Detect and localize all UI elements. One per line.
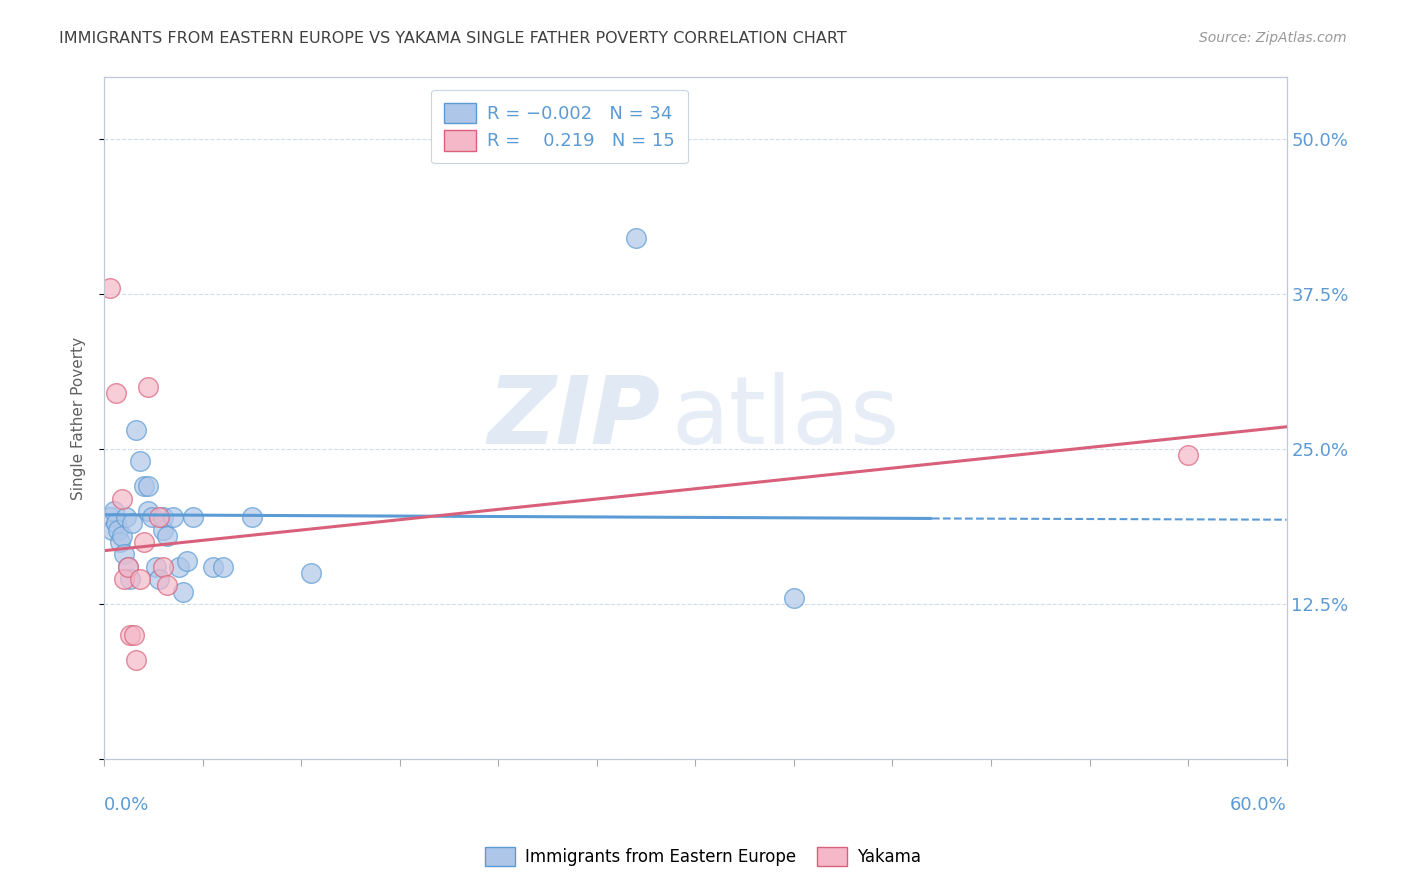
Point (152, 559, 174, 574)
Point (136, 380, 159, 394)
Point (122, 628, 145, 642)
Point (136, 504, 159, 518)
Text: 60.0%: 60.0% (1230, 797, 1286, 814)
Y-axis label: Single Father Poverty: Single Father Poverty (72, 336, 86, 500)
Point (181, 510, 204, 524)
Point (101, 523, 124, 537)
Point (128, 454, 150, 468)
Point (148, 510, 170, 524)
Point (240, 510, 263, 524)
Point (167, 559, 190, 574)
Point (783, 591, 806, 605)
Point (299, 566, 322, 580)
Point (152, 510, 174, 524)
Point (132, 535, 155, 549)
Point (136, 479, 159, 493)
Point (103, 504, 125, 518)
Point (105, 386, 128, 401)
Text: atlas: atlas (672, 372, 900, 464)
Point (98, 281, 121, 295)
Point (156, 578, 179, 592)
Point (115, 510, 138, 524)
Point (128, 572, 150, 586)
Point (152, 523, 174, 537)
Point (156, 529, 179, 543)
Point (118, 628, 141, 642)
Point (107, 523, 129, 537)
Point (141, 510, 163, 524)
Point (172, 584, 194, 599)
Legend: Immigrants from Eastern Europe, Yakama: Immigrants from Eastern Europe, Yakama (479, 840, 927, 873)
Point (112, 548, 135, 562)
Text: Source: ZipAtlas.com: Source: ZipAtlas.com (1199, 31, 1347, 45)
Point (201, 559, 224, 574)
Point (125, 653, 148, 667)
Point (111, 491, 134, 506)
Point (176, 553, 198, 567)
Point (117, 559, 139, 574)
Point (121, 516, 143, 531)
Point (105, 516, 128, 531)
Point (112, 572, 135, 586)
Point (145, 559, 167, 574)
Point (118, 572, 141, 586)
Point (125, 424, 148, 438)
Point (626, 231, 648, 245)
Point (211, 559, 233, 574)
Text: IMMIGRANTS FROM EASTERN EUROPE VS YAKAMA SINGLE FATHER POVERTY CORRELATION CHART: IMMIGRANTS FROM EASTERN EUROPE VS YAKAMA… (59, 31, 846, 46)
Point (162, 510, 184, 524)
Point (132, 479, 155, 493)
Point (98, 510, 121, 524)
Text: ZIP: ZIP (486, 372, 659, 464)
Point (111, 529, 134, 543)
Point (108, 535, 131, 549)
Text: 0.0%: 0.0% (104, 797, 149, 814)
Point (148, 572, 170, 586)
Point (1177, 448, 1199, 462)
Point (117, 559, 139, 574)
Legend: R = −0.002   N = 34, R =    0.219   N = 15: R = −0.002 N = 34, R = 0.219 N = 15 (432, 90, 688, 163)
